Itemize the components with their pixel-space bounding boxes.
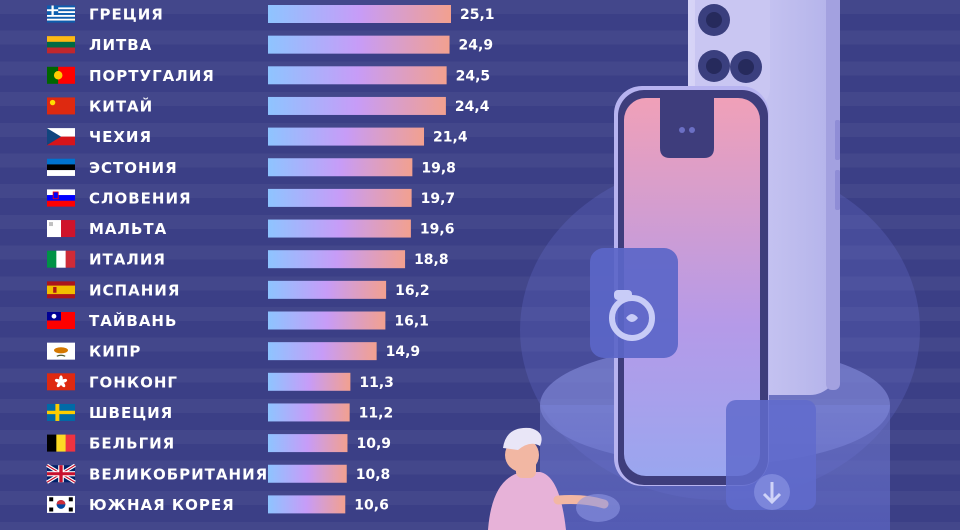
category-label: ВЕЛИКОБРИТАНИЯ <box>89 465 268 483</box>
value-label: 24,5 <box>456 68 491 84</box>
value-label: 24,4 <box>455 99 490 115</box>
flag-taiwan-icon <box>47 312 75 329</box>
bar <box>268 5 451 23</box>
chart-row: МАЛЬТА 19,6 <box>47 219 455 238</box>
category-label: ИСПАНИЯ <box>89 281 180 299</box>
flag-china-icon <box>47 97 75 115</box>
chart-row: БЕЛЬГИЯ 10,9 <box>47 434 391 453</box>
chart-row: ЧЕХИЯ 21,4 <box>47 127 468 146</box>
smartphone-front-icon <box>614 86 769 486</box>
chart-row: ШВЕЦИЯ 11,2 <box>47 403 393 422</box>
category-label: ЭСТОНИЯ <box>89 159 178 177</box>
value-label: 11,2 <box>359 405 394 421</box>
bar <box>268 66 447 85</box>
value-label: 10,9 <box>356 436 391 452</box>
chart-row: ЮЖНАЯ КОРЕЯ 10,6 <box>47 495 389 514</box>
category-label: ШВЕЦИЯ <box>89 404 173 422</box>
flag-sweden-icon <box>47 403 75 421</box>
chart-row: ИТАЛИЯ 18,8 <box>47 250 449 269</box>
value-label: 10,8 <box>356 467 391 483</box>
value-label: 19,8 <box>421 160 456 176</box>
flag-slovenia-icon <box>47 189 75 207</box>
bar <box>268 35 450 54</box>
flag-cyprus-icon <box>47 342 75 360</box>
value-label: 21,4 <box>433 130 468 146</box>
bar <box>268 96 446 115</box>
bar <box>268 403 350 422</box>
camera-app-icon <box>590 248 678 358</box>
category-label: ПОРТУГАЛИЯ <box>89 67 215 85</box>
chart-row: ГОНКОНГ 11,3 <box>47 372 394 391</box>
category-label: ЮЖНАЯ КОРЕЯ <box>89 496 235 514</box>
chart-row: ВЕЛИКОБРИТАНИЯ 10,8 <box>46 463 391 484</box>
chart-row: КИТАЙ 24,4 <box>47 96 490 115</box>
flag-lithuania-icon <box>47 36 75 54</box>
category-label: КИТАЙ <box>89 96 153 115</box>
category-label: ЛИТВА <box>89 36 152 54</box>
flag-hong-kong-icon <box>47 373 75 391</box>
download-icon <box>726 400 816 510</box>
flag-south-korea-icon <box>47 495 75 513</box>
value-label: 24,9 <box>459 38 494 54</box>
chart-rows: ГРЕЦИЯ 25,1 ЛИТВА 24,9 ПОРТУГАЛИЯ 24,5 КИТАЙ 24… <box>46 5 495 514</box>
category-label: ИТАЛИЯ <box>89 251 166 269</box>
bar <box>268 127 425 146</box>
person-icon <box>488 427 620 530</box>
value-label: 14,9 <box>386 344 421 360</box>
bar <box>268 219 411 238</box>
bar <box>268 495 346 514</box>
bar <box>268 464 347 483</box>
chart-row: ТАЙВАНЬ 16,1 <box>47 311 429 330</box>
category-label: МАЛЬТА <box>89 220 167 238</box>
chart-row: ПОРТУГАЛИЯ 24,5 <box>47 66 490 85</box>
bar <box>268 311 386 330</box>
chart-row: КИПР 14,9 <box>47 342 420 361</box>
flag-spain-icon <box>47 281 75 299</box>
flag-malta-icon <box>47 220 76 238</box>
value-label: 19,6 <box>420 222 455 238</box>
flag-italy-icon <box>47 250 76 268</box>
value-label: 16,1 <box>394 314 429 330</box>
value-label: 19,7 <box>421 191 456 207</box>
bar <box>268 158 413 177</box>
category-label: ГРЕЦИЯ <box>89 6 164 24</box>
category-label: ЧЕХИЯ <box>89 128 152 146</box>
value-label: 11,3 <box>359 375 394 391</box>
flag-greece-icon <box>47 5 75 23</box>
flag-united-kingdom-icon <box>46 463 76 484</box>
chart-row: ИСПАНИЯ 16,2 <box>47 280 430 299</box>
value-label: 25,1 <box>460 7 495 23</box>
chart-row: СЛОВЕНИЯ 19,7 <box>47 188 456 207</box>
bar <box>268 372 351 391</box>
chart-row: ЭСТОНИЯ 19,8 <box>47 158 456 177</box>
bar <box>268 280 387 299</box>
category-label: СЛОВЕНИЯ <box>89 189 192 207</box>
bar <box>268 188 412 207</box>
value-label: 18,8 <box>414 252 449 268</box>
category-label: ГОНКОНГ <box>89 373 178 391</box>
flag-czechia-icon <box>47 128 75 146</box>
bar <box>268 342 377 361</box>
flag-estonia-icon <box>47 158 75 176</box>
category-label: КИПР <box>89 343 141 361</box>
category-label: ТАЙВАНЬ <box>89 311 177 330</box>
chart-row: ЛИТВА 24,9 <box>47 35 494 54</box>
value-label: 10,6 <box>354 497 389 513</box>
flag-belgium-icon <box>47 434 76 452</box>
category-label: БЕЛЬГИЯ <box>89 435 175 453</box>
value-label: 16,2 <box>395 283 430 299</box>
bar <box>268 250 406 269</box>
bar <box>268 434 348 453</box>
flag-portugal-icon <box>47 66 75 84</box>
chart-row: ГРЕЦИЯ 25,1 <box>47 5 495 24</box>
